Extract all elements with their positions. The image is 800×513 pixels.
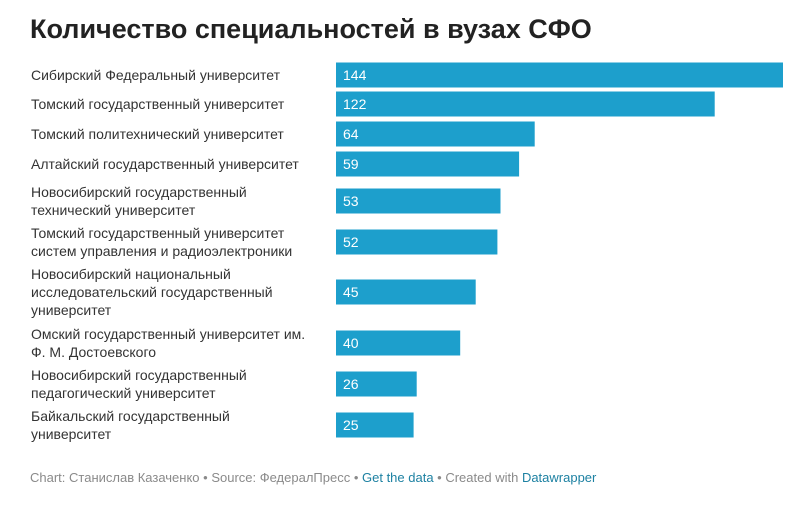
category-label-line: Новосибирский государственный <box>31 367 247 383</box>
datawrapper-link[interactable]: Datawrapper <box>521 470 597 485</box>
category-label-line: Ф. М. Достоевского <box>31 344 156 360</box>
footer-author: Chart: Станислав Казаченко <box>30 470 200 485</box>
bar <box>336 151 520 177</box>
category-label: Новосибирский государственный педагогичес… <box>31 367 247 401</box>
bar <box>336 371 417 397</box>
footer-separator: • <box>350 470 362 485</box>
bar <box>336 229 498 255</box>
category-label-line: Байкальский государственный <box>31 408 230 424</box>
bar-value-label: 45 <box>343 284 359 300</box>
category-label: Омский государственный университет им. Ф.… <box>31 326 305 360</box>
category-label-line: Алтайский государственный университет <box>31 156 299 172</box>
category-label-line: Томский политехнический университет <box>31 126 284 142</box>
category-label-line: Сибирский Федеральный университет <box>31 67 281 83</box>
footer-separator: • <box>199 470 212 485</box>
bar-value-label: 52 <box>343 234 359 250</box>
bar <box>336 412 414 438</box>
chart-title: Количество специальностей в вузах СФО <box>30 14 592 44</box>
category-label: Томский государственный университет систе… <box>31 225 292 259</box>
bar-value-label: 40 <box>343 335 359 351</box>
category-label: Томский государственный университет <box>31 96 285 112</box>
category-label-line: педагогический университет <box>31 385 216 401</box>
bar-value-label: 59 <box>343 156 359 172</box>
category-label: Томский политехнический университет <box>31 126 284 142</box>
category-label-line: Томский государственный университет <box>31 225 285 241</box>
footer-separator: • <box>433 470 446 485</box>
category-label-line: университет <box>31 426 112 442</box>
bar-value-label: 53 <box>343 193 359 209</box>
get-the-data-link[interactable]: Get the data <box>362 470 434 485</box>
category-label-line: Новосибирский государственный <box>31 184 247 200</box>
category-label: Байкальский государственный университет <box>31 408 230 442</box>
bar <box>336 330 461 356</box>
category-label: Сибирский Федеральный университет <box>31 67 281 83</box>
category-label: Алтайский государственный университет <box>31 156 299 172</box>
bar-value-label: 64 <box>343 126 359 142</box>
category-label-line: университет <box>31 302 112 318</box>
footer-created-with: Created with <box>445 470 522 485</box>
category-label-line: Томский государственный университет <box>31 96 285 112</box>
bar <box>336 62 783 88</box>
category-label: Новосибирский государственный технический… <box>31 184 247 218</box>
category-label-line: исследовательский государственный <box>31 284 273 300</box>
category-label: Новосибирский национальный исследовательс… <box>31 266 273 318</box>
bar <box>336 91 715 117</box>
bar <box>336 188 501 214</box>
category-label-line: систем управления и радиоэлектроники <box>31 243 292 259</box>
bar-value-label: 122 <box>343 96 367 112</box>
category-label-line: технический университет <box>31 202 196 218</box>
bar-value-label: 25 <box>343 417 359 433</box>
bar <box>336 279 476 305</box>
category-label-line: Омский государственный университет им. <box>31 326 305 342</box>
chart-footer: Chart: Станислав Казаченко • Source: Фед… <box>30 470 596 485</box>
bar <box>336 121 535 147</box>
category-label-line: Новосибирский национальный <box>31 266 231 282</box>
bar-value-label: 26 <box>343 376 359 392</box>
footer-source: Source: ФедералПресс <box>211 470 351 485</box>
bar-chart: 144 Сибирский Федеральный университет 122 Т… <box>31 62 783 442</box>
bar-value-label: 144 <box>343 67 367 83</box>
